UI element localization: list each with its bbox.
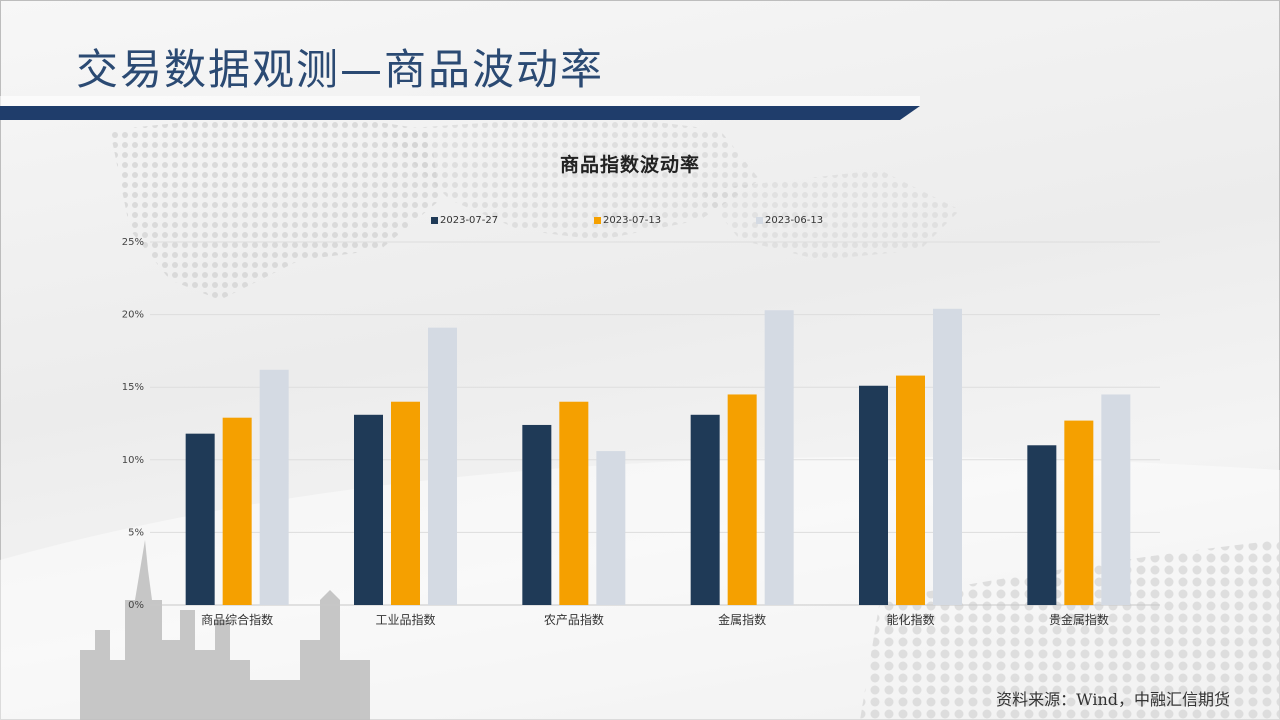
bar: [222, 417, 252, 605]
bar: [690, 414, 720, 605]
legend-swatch-icon: [756, 217, 763, 224]
legend-label: 2023-07-13: [603, 215, 662, 226]
bar: [1101, 394, 1131, 605]
bar: [596, 451, 626, 605]
legend-item: 2023-07-13: [594, 215, 661, 226]
bar: [185, 433, 215, 605]
legend-item: 2023-06-13: [756, 215, 823, 226]
bar: [428, 327, 457, 605]
legend-label: 2023-07-27: [440, 215, 499, 226]
bar: [559, 401, 589, 605]
y-tick-label: 20%: [122, 310, 144, 321]
bar: [727, 394, 757, 605]
y-tick-label: 15%: [122, 382, 144, 393]
bar: [1064, 420, 1094, 605]
y-tick-label: 25%: [122, 237, 144, 248]
y-tick-label: 0%: [128, 600, 144, 611]
x-tick-label: 能化指数: [886, 612, 934, 627]
legend-swatch-icon: [431, 217, 438, 224]
bar: [764, 310, 794, 605]
bar: [933, 308, 962, 605]
bar: [859, 385, 888, 605]
legend-item: 2023-07-27: [431, 215, 498, 226]
chart-title: 商品指数波动率: [559, 154, 700, 176]
y-tick-label: 10%: [122, 455, 144, 466]
page-title: 交易数据观测—商品波动率: [76, 45, 605, 94]
bar: [391, 401, 420, 605]
bar: [1027, 445, 1057, 605]
bar: [259, 369, 289, 605]
legend-label: 2023-06-13: [765, 215, 824, 226]
x-tick-label: 贵金属指数: [1049, 612, 1109, 627]
y-tick-label: 5%: [128, 527, 144, 538]
title-underline-bar: [0, 96, 920, 120]
bar: [896, 375, 925, 605]
source-note: 资料来源：Wind，中融汇信期货: [996, 690, 1230, 709]
chart-legend: 2023-07-27 2023-07-13 2023-06-13: [0, 215, 1280, 231]
bar: [354, 414, 383, 605]
x-tick-label: 金属指数: [718, 612, 766, 627]
x-tick-label: 商品综合指数: [201, 612, 273, 627]
bar: [522, 424, 552, 605]
x-tick-label: 农产品指数: [544, 612, 604, 627]
legend-swatch-icon: [594, 217, 601, 224]
x-tick-label: 工业品指数: [375, 612, 435, 627]
